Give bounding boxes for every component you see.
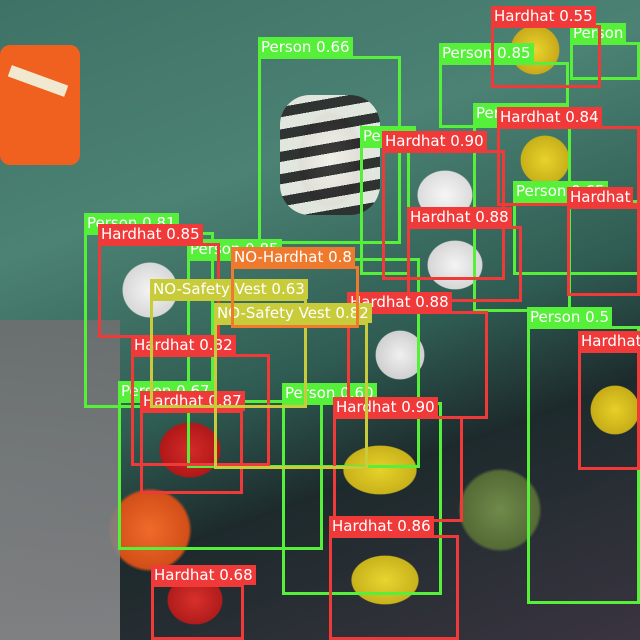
bbox-label: Hardhat: [567, 187, 634, 207]
bbox-label: Hardhat 0.90: [333, 397, 438, 417]
bbox-hardhat: Hardhat 0.88: [407, 207, 522, 302]
bbox-label: Person 0.85: [439, 43, 534, 63]
bbox-label: Hardhat 0.68: [151, 565, 256, 585]
bbox-hardhat: Hardhat 0.55: [491, 6, 601, 88]
bbox-label: Hardhat 0.88: [347, 292, 452, 312]
bbox-label: Hardhat 0.86: [329, 516, 434, 536]
bbox-label: Hardhat: [578, 331, 640, 351]
bbox-label: Hardhat 0.88: [407, 207, 512, 227]
bbox-hardhat: Hardhat 0.82: [131, 335, 270, 466]
bbox-label: Hardhat 0.82: [131, 335, 236, 355]
bbox-label: Person 0.5: [527, 307, 613, 327]
bbox-hardhat: Hardhat: [567, 187, 640, 296]
bbox-label: Person 0.66: [258, 37, 353, 57]
bbox-label: NO-Safety Vest 0.82: [214, 303, 372, 323]
bbox-label: Hardhat 0.85: [98, 224, 203, 244]
bbox-label: Hardhat 0.84: [497, 107, 602, 127]
bbox-hardhat: Hardhat 0.68: [151, 565, 256, 640]
bbox-hardhat: Hardhat 0.85: [98, 224, 220, 338]
bbox-label: Hardhat 0.90: [382, 131, 487, 151]
ground-area: [0, 320, 120, 640]
bbox-label: NO-Hardhat 0.8: [231, 247, 355, 267]
bbox-hardhat: Hardhat 0.86: [329, 516, 459, 640]
bbox-person: Person 0.5: [527, 307, 640, 604]
bbox-label: Hardhat 0.55: [491, 6, 596, 26]
orange-vest-worker: [0, 45, 80, 165]
striped-shirt-worker: [280, 95, 380, 215]
bbox-no-safety-vest: NO-Safety Vest 0.82: [214, 303, 372, 469]
bbox-no-hardhat: NO-Hardhat 0.8: [231, 247, 359, 328]
bbox-hardhat: Hardhat: [578, 331, 640, 470]
bbox-label: NO-Safety Vest 0.63: [150, 279, 308, 299]
bbox-hardhat: Hardhat 0.90: [382, 131, 505, 280]
bbox-no-safety-vest: NO-Safety Vest 0.63: [150, 279, 308, 408]
